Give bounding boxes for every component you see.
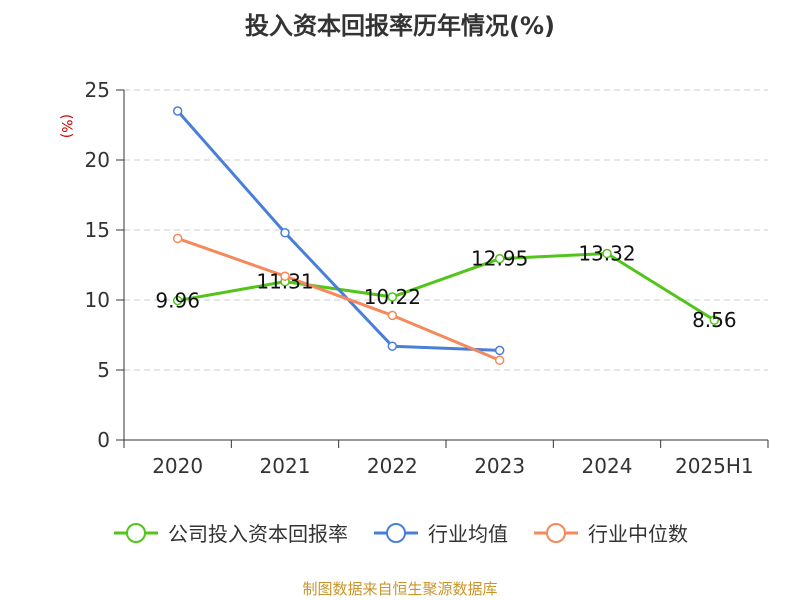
series-lines (172, 106, 720, 365)
y-tick-label: 20 (85, 148, 110, 172)
legend-label: 行业均值 (428, 522, 508, 546)
legend-marker (386, 522, 406, 543)
data-point (387, 310, 398, 321)
data-label: 10.22 (364, 285, 421, 309)
series-line-1 (176, 110, 500, 352)
legend-label: 行业中位数 (588, 522, 688, 546)
x-tick-label: 2022 (367, 454, 418, 478)
legend-symbol (374, 522, 418, 543)
x-tick-label: 2023 (474, 454, 525, 478)
data-point (602, 248, 612, 259)
data-point (709, 315, 720, 325)
y-tick-label: 15 (85, 218, 110, 242)
y-tick-label: 25 (85, 78, 110, 102)
series-line-2 (177, 236, 501, 362)
data-point (494, 345, 505, 356)
data-point (172, 233, 183, 244)
data-point (387, 341, 398, 351)
source-note: 制图数据来自恒生聚源数据库 (302, 580, 498, 598)
legend-symbol (114, 522, 158, 543)
data-point (494, 253, 505, 264)
x-tick-label: 2021 (260, 454, 311, 478)
data-point (172, 295, 183, 306)
x-tick-label: 2020 (152, 454, 203, 478)
legend-marker (126, 522, 146, 543)
data-point (172, 106, 183, 116)
legend-item[interactable]: 行业均值 (372, 518, 508, 547)
gridlines (124, 89, 768, 371)
legend-item[interactable]: 行业中位数 (532, 518, 688, 547)
data-point (280, 228, 290, 238)
y-tick-label: 5 (97, 358, 110, 382)
legend-marker (546, 522, 566, 543)
legend-item[interactable]: 公司投入资本回报率 (112, 518, 348, 547)
data-label: 11.31 (256, 270, 313, 294)
data-label: 8.56 (692, 308, 737, 332)
data-label: 12.95 (471, 247, 528, 271)
data-point (280, 271, 290, 281)
chart-title: 投入资本回报率历年情况(%) (245, 12, 555, 40)
y-axis-label: (%) (58, 113, 74, 139)
legend-symbol (534, 522, 578, 543)
data-point (387, 292, 398, 302)
data-label: 13.32 (578, 242, 635, 266)
legend: 公司投入资本回报率 行业均值 行业中位数 (0, 518, 800, 547)
axes: 0 5 10 15 20 25 2020 2021 2022 2023 2024 2025H1 (85, 78, 769, 478)
x-tick-label: 2024 (582, 454, 633, 478)
data-labels: 9.96 11.31 10.22 12.95 13.32 8.56 (155, 242, 736, 333)
x-tick-label: 2025H1 (675, 454, 754, 478)
y-tick-label: 10 (85, 288, 110, 312)
y-tick-label: 0 (97, 428, 110, 452)
data-label: 9.96 (155, 289, 200, 313)
legend-label: 公司投入资本回报率 (168, 522, 348, 546)
series-line-0 (177, 252, 716, 322)
data-point (494, 355, 505, 365)
